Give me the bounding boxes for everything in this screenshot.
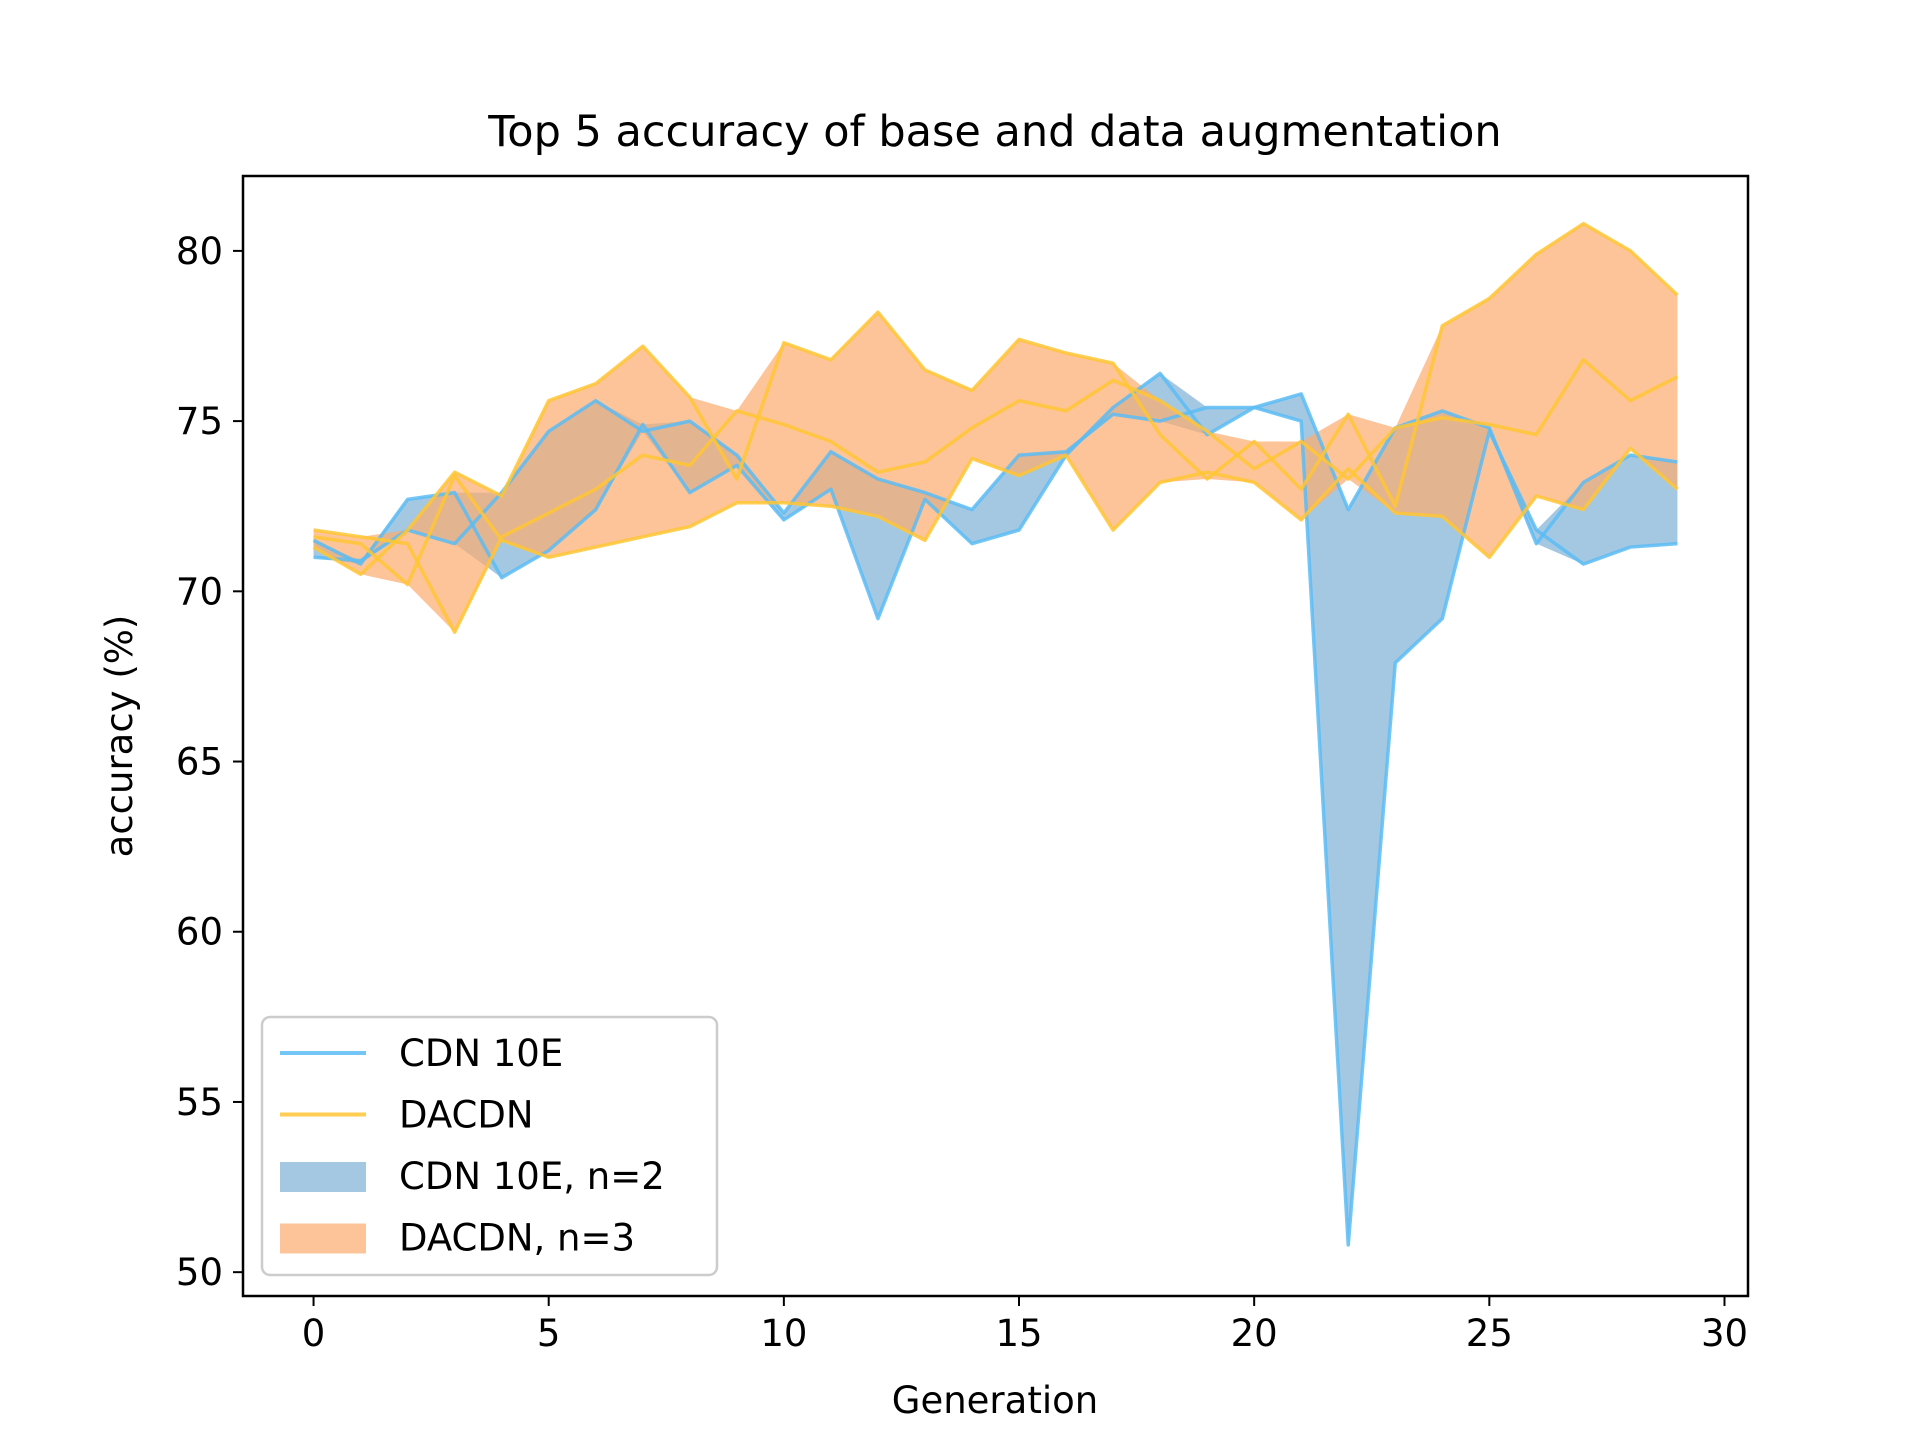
y-tick-label: 65 (176, 741, 223, 784)
legend-label: CDN 10E, n=2 (399, 1155, 665, 1198)
legend-band-swatch (280, 1223, 366, 1254)
x-tick-label: 5 (537, 1312, 561, 1355)
y-tick-label: 55 (176, 1081, 223, 1124)
band-dacdn-n-3 (313, 223, 1678, 633)
x-axis-label: Generation (892, 1379, 1098, 1422)
plot-area (312, 221, 1679, 1247)
legend-items: CDN 10E DACDN CDN 10E, n=2 DACDN, n=3 (280, 1032, 665, 1260)
x-tick-label: 10 (760, 1312, 807, 1355)
y-axis-label: accuracy (%) (98, 615, 141, 858)
y-tick-label: 50 (176, 1251, 223, 1294)
line-dacdn-2 (313, 358, 1679, 634)
legend-label: DACDN, n=3 (399, 1217, 635, 1260)
legend-band-swatch (280, 1162, 366, 1192)
y-axis-ticks: 50 55 60 65 70 75 80 (176, 230, 243, 1294)
chart-title: Top 5 accuracy of base and data augmenta… (487, 107, 1501, 157)
y-tick-label: 60 (176, 911, 223, 954)
legend: CDN 10E DACDN CDN 10E, n=2 DACDN, n=3 (260, 1015, 719, 1277)
x-tick-label: 15 (995, 1312, 1042, 1355)
legend-label: DACDN (399, 1094, 534, 1137)
plot-frame (241, 174, 1750, 1298)
x-tick-label: 30 (1701, 1312, 1748, 1355)
x-tick-label: 20 (1231, 1312, 1278, 1355)
x-tick-label: 25 (1466, 1312, 1513, 1355)
y-tick-label: 75 (176, 400, 223, 443)
series-lines (312, 221, 1679, 1247)
line-dacdn-4 (313, 446, 1679, 587)
legend-label: CDN 10E (399, 1032, 563, 1075)
legend-box (260, 1015, 719, 1277)
x-tick-label: 0 (302, 1312, 326, 1355)
x-axis-ticks: 0 5 10 15 20 25 30 (302, 1296, 1748, 1355)
y-tick-label: 70 (176, 570, 223, 613)
y-tick-label: 80 (176, 230, 223, 273)
line-dacdn-3 (312, 221, 1679, 577)
line-cdn-10e-1 (313, 398, 1678, 1247)
